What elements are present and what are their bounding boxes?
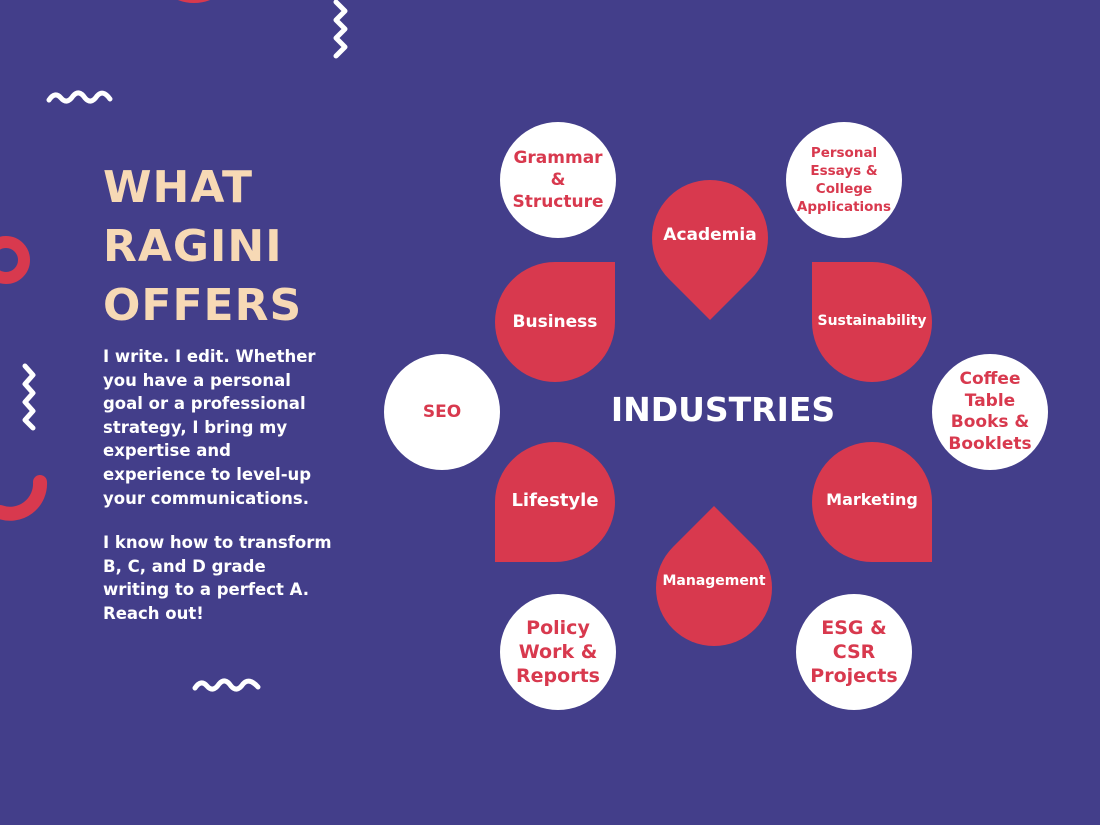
white-wave-left-decoration — [46, 90, 113, 104]
personal-essays-circle: Personal Essays & College Applications — [786, 122, 902, 238]
esg-csr-circle: ESG & CSR Projects — [796, 594, 912, 710]
grammar-structure-label: Grammar & Structure — [512, 148, 604, 212]
seo-label: SEO — [422, 402, 462, 422]
business-label: Business — [512, 312, 598, 332]
coffee-table-books-circle: Coffee Table Books & Booklets — [932, 354, 1048, 470]
personal-essays-label: Personal Essays & College Applications — [796, 145, 892, 215]
business-petal — [495, 262, 615, 382]
policy-work-label: Policy Work & Reports — [516, 617, 600, 687]
sustainability-label: Sustainability — [817, 313, 927, 329]
red-ring-left-decoration — [0, 236, 30, 284]
industries-center-label: INDUSTRIES — [610, 390, 836, 429]
seo-circle: SEO — [384, 354, 500, 470]
marketing-label: Marketing — [826, 490, 918, 509]
intro-paragraph-1: I write. I edit. Whether you have a pers… — [103, 347, 316, 508]
white-zigzag-top-decoration — [333, 0, 348, 59]
management-label: Management — [662, 573, 766, 589]
marketing-petal — [812, 442, 932, 562]
lifestyle-label: Lifestyle — [511, 490, 599, 511]
coffee-table-books-label: Coffee Table Books & Booklets — [948, 369, 1032, 454]
intro-text: I write. I edit. Whether you have a pers… — [103, 345, 333, 647]
title-line-2: RAGINI — [103, 221, 283, 272]
intro-paragraph-2: I know how to transform B, C, and D grad… — [103, 533, 332, 623]
sustainability-petal — [812, 262, 932, 382]
policy-work-circle: Policy Work & Reports — [500, 594, 616, 710]
red-arc-left-decoration — [0, 475, 48, 521]
title-line-1: WHAT — [103, 162, 254, 213]
academia-label: Academia — [663, 225, 757, 245]
title-line-3: OFFERS — [103, 280, 303, 331]
grammar-structure-circle: Grammar & Structure — [500, 122, 616, 238]
lifestyle-petal — [495, 442, 615, 562]
white-wave-bottom-decoration — [192, 678, 261, 692]
esg-csr-label: ESG & CSR Projects — [810, 617, 898, 687]
page-title: WHAT RAGINI OFFERS — [103, 158, 302, 335]
white-zigzag-left-decoration — [22, 363, 36, 431]
red-ring-top-decoration — [178, 0, 210, 3]
